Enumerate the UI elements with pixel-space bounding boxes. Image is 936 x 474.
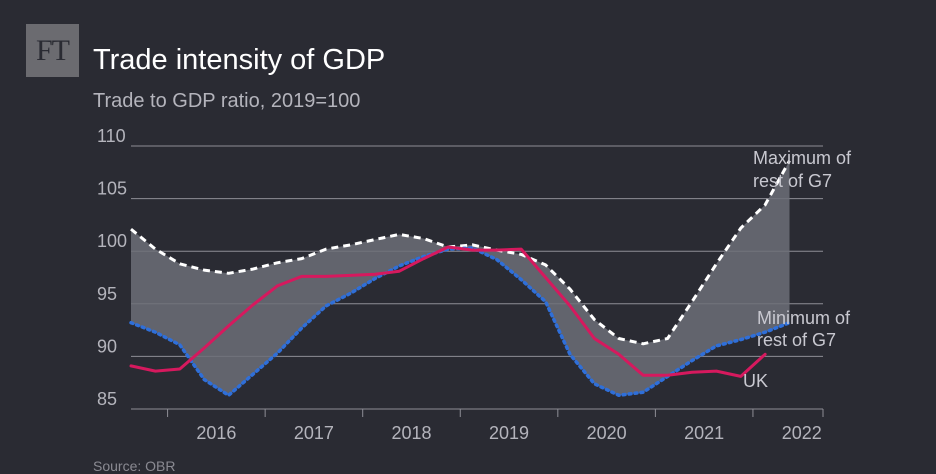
chart-subtitle: Trade to GDP ratio, 2019=100 (93, 90, 361, 112)
x-tick-label: 2021 (684, 423, 724, 443)
x-tick-label: 2016 (196, 423, 236, 443)
max-g7-label-line1: Maximum of (753, 148, 852, 168)
x-tick-label: 2022 (782, 423, 822, 443)
min-g7-label-line2: rest of G7 (757, 330, 836, 350)
y-tick-label: 105 (97, 179, 127, 199)
chart-title: Trade intensity of GDP (93, 44, 386, 76)
x-tick-label: 2017 (294, 423, 334, 443)
uk-label: UK (743, 371, 768, 391)
max-g7-line (130, 159, 791, 346)
x-tick-label: 2019 (489, 423, 529, 443)
y-tick-label: 100 (97, 231, 127, 251)
y-tick-label: 110 (97, 126, 126, 146)
x-tick-label: 2020 (587, 423, 627, 443)
x-tick-label: 2018 (391, 423, 431, 443)
y-tick-label: 95 (97, 284, 117, 304)
min-g7-label-line1: Minimum of (757, 308, 851, 328)
y-tick-label: 85 (97, 389, 117, 409)
max-g7-label-line2: rest of G7 (753, 171, 832, 191)
g7-range-area (131, 160, 790, 396)
y-tick-label: 90 (97, 336, 117, 356)
x-axis: 2016 2017 2018 2019 2020 2021 2022 (167, 409, 824, 443)
series-annotations: Maximum of rest of G7 Minimum of rest of… (743, 148, 852, 391)
uk-line (129, 245, 767, 378)
series-lines (129, 159, 792, 398)
g7-range-band (131, 160, 790, 396)
y-axis-labels: 110 105 100 95 90 85 (97, 126, 127, 409)
ft-logo: FT (26, 24, 79, 77)
